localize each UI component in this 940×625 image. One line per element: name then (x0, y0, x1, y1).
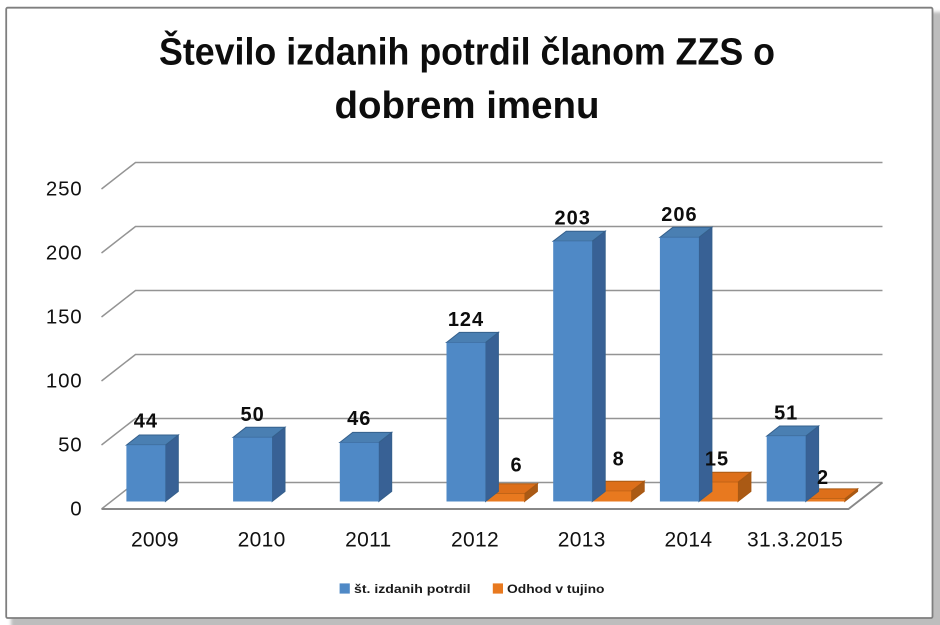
svg-text:Število izdanih potrdil članom: Število izdanih potrdil članom ZZS o (159, 29, 775, 74)
svg-text:46: 46 (347, 408, 371, 430)
svg-text:0: 0 (70, 498, 82, 521)
svg-text:2: 2 (817, 467, 829, 489)
svg-text:250: 250 (46, 178, 83, 201)
svg-text:50: 50 (240, 404, 264, 426)
svg-text:6: 6 (511, 455, 523, 477)
svg-text:2014: 2014 (664, 529, 712, 552)
svg-text:44: 44 (134, 411, 158, 433)
svg-text:100: 100 (46, 370, 83, 393)
svg-text:200: 200 (46, 242, 83, 265)
svg-text:50: 50 (58, 434, 82, 457)
svg-text:203: 203 (555, 208, 591, 230)
svg-text:2011: 2011 (345, 529, 391, 552)
svg-text:15: 15 (705, 449, 729, 471)
svg-text:2010: 2010 (238, 529, 286, 552)
svg-text:2009: 2009 (131, 529, 179, 552)
svg-text:31.3.2015: 31.3.2015 (747, 529, 843, 552)
svg-text:150: 150 (46, 306, 83, 329)
svg-text:Odhod v tujino: Odhod v tujino (507, 582, 605, 596)
svg-text:8: 8 (613, 448, 625, 470)
svg-text:2012: 2012 (451, 529, 499, 552)
svg-text:51: 51 (774, 403, 798, 425)
svg-text:št. izdanih potrdil: št. izdanih potrdil (354, 582, 471, 596)
svg-text:124: 124 (448, 309, 484, 331)
svg-text:2013: 2013 (558, 529, 606, 552)
svg-text:206: 206 (661, 204, 697, 226)
svg-text:dobrem imenu: dobrem imenu (335, 85, 600, 127)
